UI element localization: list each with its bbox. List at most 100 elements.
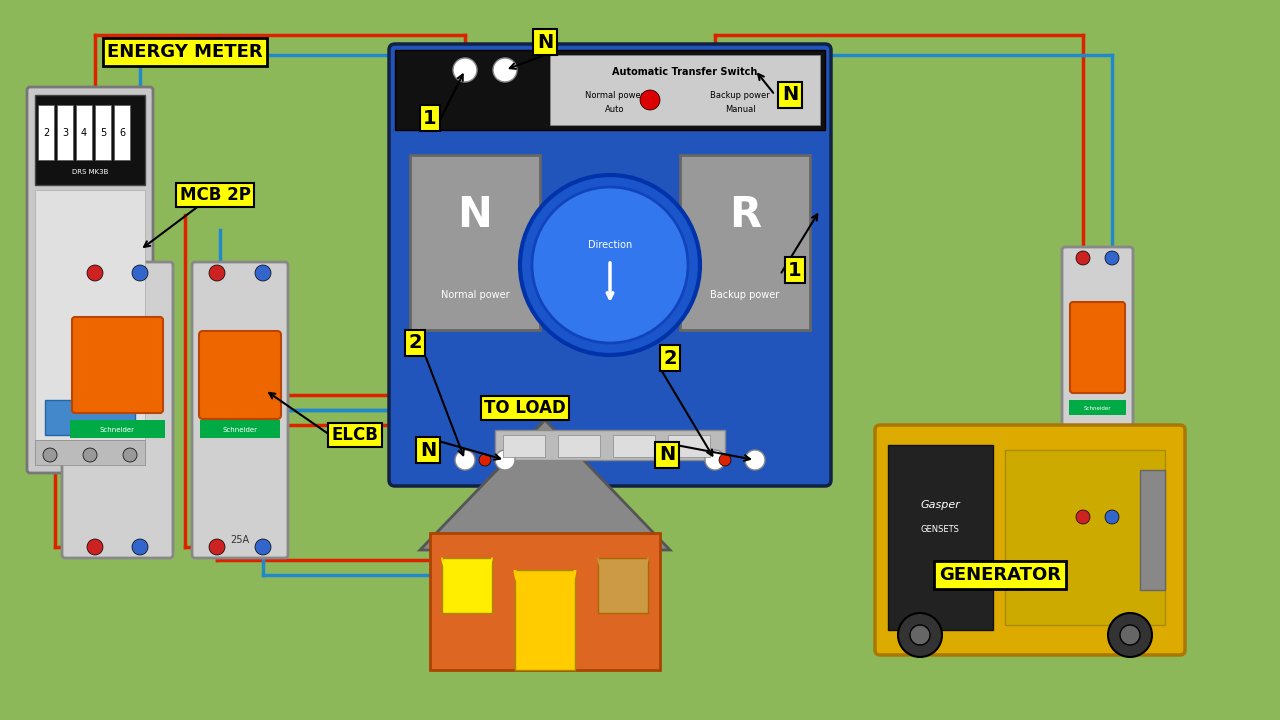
Text: Automatic Transfer Switch: Automatic Transfer Switch [612, 67, 758, 77]
Text: Backup power: Backup power [710, 290, 780, 300]
Bar [613, 435, 655, 457]
FancyBboxPatch shape [1062, 247, 1133, 528]
Text: 6: 6 [119, 128, 125, 138]
Text: 2: 2 [663, 348, 677, 367]
Circle shape [479, 454, 492, 466]
Text: Direction: Direction [588, 240, 632, 250]
Circle shape [255, 539, 271, 555]
Text: Normal power: Normal power [440, 290, 509, 300]
Text: 1: 1 [788, 261, 801, 279]
Polygon shape [420, 420, 669, 550]
Bar [1140, 470, 1165, 590]
Text: Schneider: Schneider [1084, 405, 1111, 410]
Circle shape [705, 450, 724, 470]
Text: 3: 3 [61, 128, 68, 138]
FancyBboxPatch shape [876, 425, 1185, 655]
Bar [680, 155, 810, 330]
Bar [430, 533, 660, 670]
Text: 2: 2 [42, 128, 49, 138]
Bar [114, 105, 131, 160]
Circle shape [742, 58, 767, 82]
Text: 5: 5 [100, 128, 106, 138]
Text: R: R [728, 194, 762, 236]
Text: Gasper: Gasper [920, 500, 960, 510]
Circle shape [1076, 251, 1091, 265]
Text: Schneider: Schneider [100, 427, 134, 433]
Bar [70, 420, 165, 438]
Circle shape [1076, 510, 1091, 524]
Circle shape [899, 613, 942, 657]
Text: Manual: Manual [724, 106, 755, 114]
Text: N: N [659, 446, 675, 464]
Bar [410, 155, 540, 330]
Circle shape [454, 450, 475, 470]
Bar [95, 105, 111, 160]
Text: N: N [782, 86, 799, 104]
Bar [58, 105, 73, 160]
Text: N: N [420, 441, 436, 459]
Text: Backup power: Backup power [710, 91, 769, 99]
Bar [558, 435, 600, 457]
Circle shape [495, 450, 515, 470]
Circle shape [719, 454, 731, 466]
Circle shape [44, 448, 58, 462]
Circle shape [520, 175, 700, 355]
Text: 2: 2 [408, 333, 422, 353]
Bar [76, 105, 92, 160]
Bar [668, 435, 710, 457]
Circle shape [703, 58, 727, 82]
Text: N: N [536, 32, 553, 52]
Bar [1069, 400, 1126, 415]
Circle shape [532, 187, 689, 343]
Bar [38, 105, 54, 160]
Bar [442, 557, 492, 613]
Circle shape [745, 450, 765, 470]
Circle shape [83, 448, 97, 462]
Circle shape [910, 625, 931, 645]
Bar [1005, 450, 1165, 625]
Circle shape [123, 448, 137, 462]
FancyBboxPatch shape [198, 331, 282, 419]
FancyBboxPatch shape [72, 317, 163, 413]
FancyBboxPatch shape [27, 87, 154, 473]
Text: ENERGY METER: ENERGY METER [108, 43, 262, 61]
Bar [35, 440, 145, 465]
Text: MCB 2P: MCB 2P [179, 186, 251, 204]
Circle shape [132, 265, 148, 281]
Circle shape [493, 58, 517, 82]
Circle shape [1108, 613, 1152, 657]
FancyBboxPatch shape [1070, 302, 1125, 393]
FancyBboxPatch shape [61, 262, 173, 558]
Circle shape [453, 58, 477, 82]
Bar [503, 435, 545, 457]
Text: GENSETS: GENSETS [920, 526, 960, 534]
Circle shape [87, 539, 102, 555]
Text: GENERATOR: GENERATOR [940, 566, 1061, 584]
Circle shape [1105, 510, 1119, 524]
Text: DRS MK3B: DRS MK3B [72, 169, 109, 175]
Text: Auto: Auto [605, 106, 625, 114]
FancyBboxPatch shape [192, 262, 288, 558]
Text: 25A: 25A [230, 535, 250, 545]
Text: N: N [457, 194, 493, 236]
Bar [35, 190, 145, 440]
Text: 4: 4 [81, 128, 87, 138]
Text: Schneider: Schneider [223, 427, 257, 433]
Circle shape [87, 265, 102, 281]
Circle shape [255, 265, 271, 281]
Bar [888, 445, 993, 630]
Circle shape [209, 265, 225, 281]
Text: ELCB: ELCB [332, 426, 379, 444]
Bar [515, 570, 575, 670]
Text: 1: 1 [424, 109, 436, 127]
Bar [495, 430, 724, 460]
Circle shape [132, 539, 148, 555]
Bar [45, 400, 134, 435]
Circle shape [1120, 625, 1140, 645]
Text: TO LOAD: TO LOAD [484, 399, 566, 417]
Circle shape [640, 90, 660, 110]
Bar [598, 557, 648, 613]
Circle shape [209, 539, 225, 555]
Bar [35, 95, 145, 185]
Bar [396, 50, 826, 130]
